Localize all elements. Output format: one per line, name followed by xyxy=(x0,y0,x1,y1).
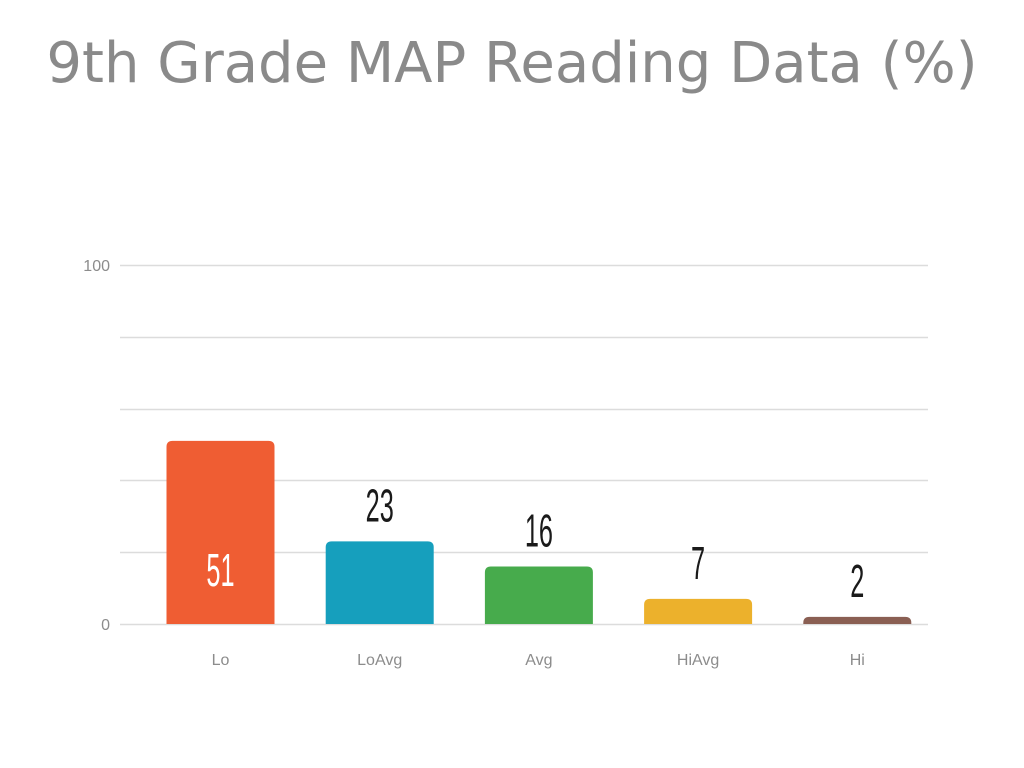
bar-hiavg xyxy=(644,598,753,624)
bar-lo xyxy=(166,440,275,624)
value-label-hiavg: 7 xyxy=(691,537,705,589)
value-label-lo: 51 xyxy=(206,544,234,596)
value-label-avg: 16 xyxy=(525,504,553,556)
category-label-hi: Hi xyxy=(850,652,865,669)
value-labels: 51 23 16 7 2 xyxy=(206,479,864,606)
value-label-hi: 2 xyxy=(850,555,864,607)
y-tick-label: 100 xyxy=(83,258,110,275)
category-label-avg: Avg xyxy=(525,652,552,669)
value-label-loavg: 23 xyxy=(366,479,394,531)
chart-title: 9th Grade MAP Reading Data (%) xyxy=(46,31,978,96)
y-axis-ticks: 0 100 xyxy=(83,258,110,634)
bar-avg xyxy=(484,566,593,624)
category-label-hiavg: HiAvg xyxy=(677,652,719,669)
y-tick-label: 0 xyxy=(101,617,110,634)
x-axis-categories: Lo LoAvg Avg HiAvg Hi xyxy=(212,652,865,669)
bars xyxy=(166,440,912,624)
category-label-lo: Lo xyxy=(212,652,230,669)
bar-loavg xyxy=(325,541,434,624)
category-label-loavg: LoAvg xyxy=(357,652,402,669)
bar-hi xyxy=(803,616,912,624)
